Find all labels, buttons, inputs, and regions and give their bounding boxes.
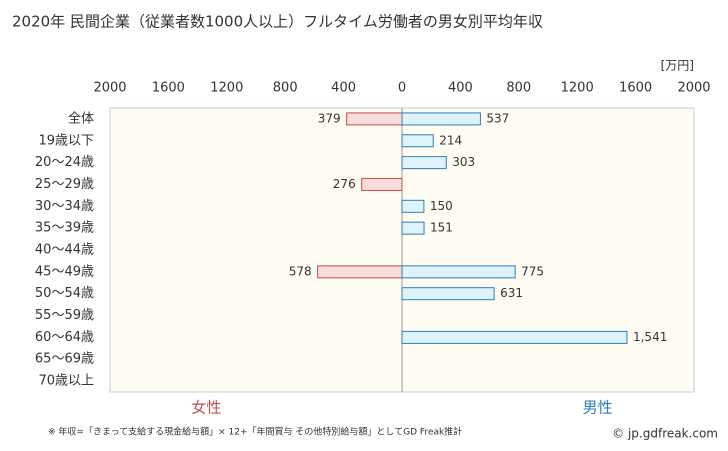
value-label: 537: [486, 111, 509, 125]
bar: [361, 177, 403, 191]
bar: [401, 134, 434, 148]
y-tick-label: 60～64歳: [35, 330, 94, 345]
y-tick-label: 70歳以上: [38, 374, 94, 389]
x-tick-label: 800: [273, 81, 298, 96]
value-label: 1,541: [633, 330, 667, 344]
x-tick-label: 800: [506, 81, 531, 96]
unit-label: [万円]: [661, 59, 694, 73]
value-label: 150: [430, 199, 453, 213]
bar: [401, 199, 425, 213]
chart-title: 2020年 民間企業（従業者数1000人以上）フルタイム労働者の男女別平均年収: [12, 13, 543, 31]
y-tick-label: 65～69歳: [35, 352, 94, 367]
bar: [401, 287, 495, 301]
y-tick-label: 20～24歳: [35, 155, 94, 170]
y-tick-label: 全体: [68, 110, 94, 126]
y-tick-label: 35～39歳: [35, 221, 94, 236]
y-tick-label: 30～34歳: [35, 199, 94, 214]
bar: [346, 112, 403, 126]
y-tick-label: 25～29歳: [35, 177, 94, 192]
bar: [401, 221, 425, 235]
bar: [401, 112, 481, 126]
x-tick-label: 2000: [677, 81, 710, 96]
value-label: 151: [430, 221, 453, 235]
footnote: ※ 年収=「きまって支給する現金給与額」× 12+「年間賞与 その他特別給与額」…: [48, 426, 462, 438]
bar: [401, 330, 628, 344]
y-tick-label: 45～49歳: [35, 264, 94, 279]
legend-label: 女性: [191, 399, 221, 417]
value-label: 214: [439, 133, 462, 147]
y-tick-label: 19歳以下: [38, 133, 94, 148]
credit: © jp.gdfreak.com: [612, 427, 718, 441]
x-tick-label: 1600: [152, 81, 185, 96]
value-label: 303: [452, 155, 475, 169]
x-tick-label: 400: [331, 81, 356, 96]
y-tick-label: 50～54歳: [35, 286, 94, 301]
bar: [317, 265, 403, 279]
x-tick-label: 400: [448, 81, 473, 96]
value-label: 379: [318, 111, 341, 125]
y-tick-label: 55～59歳: [35, 308, 94, 323]
value-label: 775: [521, 264, 544, 278]
x-tick-label: 1600: [619, 81, 652, 96]
x-tick-label: 1200: [561, 81, 594, 96]
y-tick-label: 40～44歳: [35, 243, 94, 258]
value-label: 631: [500, 286, 523, 300]
value-label: 276: [333, 177, 356, 191]
x-tick-label: 2000: [93, 81, 126, 96]
legend-label: 男性: [583, 399, 613, 417]
x-tick-label: 1200: [210, 81, 243, 96]
x-tick-label: 0: [398, 81, 406, 96]
bar: [401, 156, 447, 170]
bar: [401, 265, 516, 279]
value-label: 578: [289, 264, 312, 278]
